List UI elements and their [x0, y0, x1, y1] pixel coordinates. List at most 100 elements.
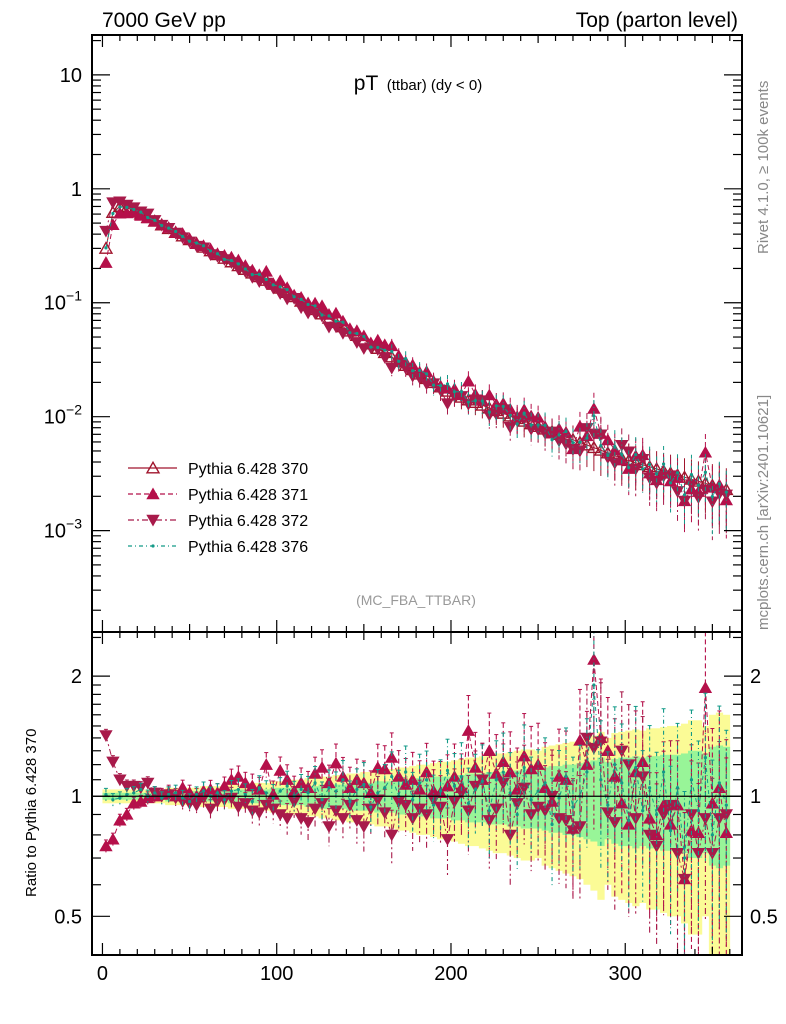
ratio-y-tick-label-right: 1	[750, 786, 761, 808]
legend-marker	[146, 487, 160, 500]
y-tick-label: 10−2	[44, 402, 82, 429]
series-376-ratio-point	[480, 779, 484, 783]
series-376-point	[599, 443, 603, 448]
legend-label: Pythia 6.428 370	[188, 461, 308, 478]
main-plot-marks	[98, 196, 734, 541]
series-372-point	[378, 352, 392, 364]
series-370-point	[586, 440, 602, 454]
side-label-mcplots: mcplots.cern.ch [arXiv:2401.10621]	[755, 395, 772, 630]
legend: Pythia 6.428 370 Pythia 6.428 371 Pythia 6…	[128, 460, 308, 556]
band-green-bin	[625, 757, 633, 847]
band-green-bin	[604, 761, 612, 840]
series-376-ratio-point	[473, 787, 477, 792]
series-376-point	[181, 234, 185, 239]
series-376-point	[550, 438, 554, 442]
series-376-ratio-point	[167, 792, 171, 797]
series-372-ratio-point	[322, 821, 336, 833]
series-376-ratio-point	[139, 787, 143, 792]
series-376-ratio-point	[222, 798, 227, 802]
series-376-ratio-point	[383, 786, 387, 790]
series-376-ratio-point	[118, 796, 122, 800]
y-tick-exponent: −1	[66, 288, 82, 304]
series-376-ratio-point	[313, 781, 317, 785]
series-372-line	[105, 201, 727, 503]
y-tick-base: 10	[60, 65, 82, 87]
ratio-bands	[102, 712, 731, 955]
y-tick-label: 1	[71, 179, 82, 201]
series-376-ratio-point	[348, 799, 352, 804]
series-376-point	[585, 436, 589, 440]
series-376-point	[153, 218, 157, 222]
analysis-label: (MC_FBA_TTBAR)	[356, 592, 476, 608]
series-376-ratio-point	[529, 798, 533, 802]
series-376-ratio-point	[522, 765, 526, 770]
series-376-point	[222, 257, 227, 261]
series-376-point	[522, 411, 526, 415]
series-376-point	[404, 357, 408, 361]
series-371-ratio-point	[259, 758, 273, 770]
series-376-ratio-point	[215, 791, 220, 795]
series-376-point	[452, 390, 457, 394]
series-376-ratio-point	[187, 799, 192, 804]
series-376-ratio-point	[620, 781, 624, 785]
series-372-ratio-point	[378, 807, 392, 820]
series-376-point	[571, 441, 575, 445]
y-tick-base: 10	[44, 521, 66, 543]
y-tick-label: 10	[60, 65, 82, 87]
series-372-point	[412, 372, 427, 385]
series-372-ratio-point	[615, 745, 629, 758]
series-376-ratio-point	[362, 782, 366, 787]
series-376-point	[703, 470, 708, 474]
series-370-point	[579, 437, 595, 451]
series-376-point	[655, 472, 659, 476]
series-376-point	[376, 345, 380, 350]
series-372-ratio-point	[385, 829, 399, 842]
series-376-point	[229, 258, 234, 263]
y-tick-base: 10	[44, 407, 66, 429]
series-372-point	[670, 486, 685, 498]
legend-label: Pythia 6.428 376	[188, 539, 308, 556]
series-371-ratio-point	[461, 724, 476, 736]
series-371-point	[259, 264, 273, 277]
header-left: 7000 GeV pp	[102, 9, 226, 32]
series-376-ratio-point	[599, 778, 603, 782]
plot-title-sub: (ttbar) (dy < 0)	[387, 77, 482, 94]
series-376-point	[724, 490, 728, 494]
y-tick-label: 10−1	[44, 288, 82, 315]
series-372-ratio-point	[559, 815, 573, 827]
series-376-ratio-point	[418, 781, 422, 785]
series-372-point	[196, 242, 211, 255]
series-376-ratio-point	[229, 789, 234, 793]
series-376-ratio-point	[452, 784, 457, 788]
series-372-point	[99, 225, 113, 238]
series-376-point	[334, 319, 338, 323]
series-376-point	[146, 215, 150, 220]
series-376-ratio-point	[160, 796, 164, 800]
header-right: Top (parton level)	[576, 9, 738, 32]
legend-label: Pythia 6.428 371	[188, 487, 308, 504]
data-marks	[98, 196, 734, 955]
legend-label: Pythia 6.428 372	[188, 513, 308, 530]
series-376-point	[710, 494, 714, 499]
y-tick-label: 10−3	[44, 516, 82, 543]
series-376-point	[620, 452, 624, 456]
series-371-line	[105, 212, 727, 503]
series-370-point	[105, 205, 121, 218]
series-376-point	[306, 302, 310, 307]
series-376-ratio-point	[613, 763, 617, 767]
series-376-ratio-point	[257, 786, 261, 790]
ratio-plot-frame	[91, 631, 743, 956]
series-370-point	[98, 241, 114, 254]
series-376-ratio-point	[459, 774, 464, 779]
series-376-ratio-point	[717, 781, 721, 785]
series-372-ratio-point	[231, 801, 246, 814]
series-376-ratio-point	[564, 774, 568, 779]
series-376-ratio-line	[105, 684, 727, 859]
series-376-point	[424, 372, 429, 376]
band-green-bin	[478, 773, 487, 823]
series-376-line	[105, 206, 727, 498]
legend-marker	[145, 460, 161, 474]
series-376-ratio-point	[668, 829, 673, 833]
series-376-point	[543, 423, 547, 427]
